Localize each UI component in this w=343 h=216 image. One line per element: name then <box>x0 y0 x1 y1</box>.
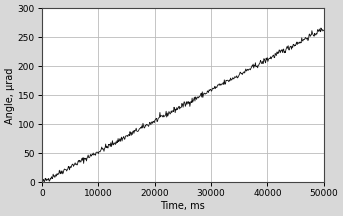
X-axis label: Time, ms: Time, ms <box>161 201 205 211</box>
Y-axis label: Angle, μrad: Angle, μrad <box>5 67 15 124</box>
